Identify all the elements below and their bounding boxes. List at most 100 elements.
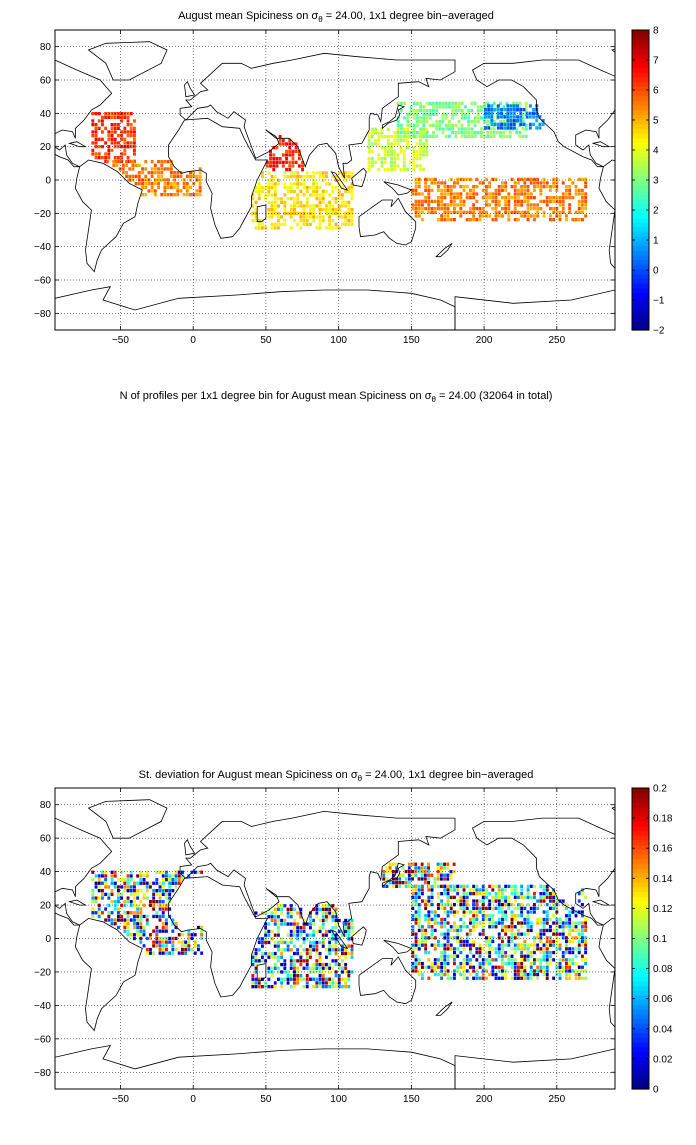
data-cell: [344, 922, 348, 926]
data-cell: [428, 109, 432, 113]
data-cell: [193, 944, 197, 948]
data-cell: [526, 954, 530, 958]
data-cell: [390, 142, 393, 146]
data-cell: [472, 903, 476, 907]
greenland-coastline: [611, 806, 615, 811]
data-cell: [465, 943, 469, 947]
data-cell: [446, 203, 450, 207]
data-cell: [462, 910, 466, 914]
data-cell: [286, 189, 290, 193]
y-tick-label: 40: [40, 867, 52, 878]
data-cell: [309, 911, 312, 915]
data-cell: [110, 870, 114, 874]
data-cell: [532, 111, 535, 115]
data-cell: [504, 188, 508, 192]
data-cell: [171, 878, 175, 882]
data-cell: [558, 947, 562, 951]
data-cell: [414, 185, 418, 189]
africa-coastline: [168, 117, 269, 239]
data-cell: [131, 160, 135, 164]
data-cell: [337, 974, 341, 978]
data-cell: [488, 196, 492, 200]
data-cell: [501, 965, 504, 969]
data-cell: [480, 127, 483, 131]
data-cell: [520, 199, 524, 203]
data-cell: [155, 881, 159, 885]
data-cell: [110, 918, 114, 922]
data-cell: [584, 969, 588, 973]
data-cell: [341, 970, 344, 974]
data-cell: [520, 185, 524, 189]
data-cell: [577, 203, 581, 207]
colorbar-tick-label: 1: [653, 236, 659, 247]
data-cell: [415, 164, 419, 168]
data-cell: [436, 866, 440, 870]
data-cell: [293, 189, 296, 193]
data-cell: [469, 972, 472, 977]
colorbar-segment: [632, 198, 649, 205]
data-cell: [424, 181, 428, 185]
colorbar-segment: [632, 1065, 649, 1071]
data-cell: [481, 910, 485, 914]
data-cell: [331, 904, 335, 908]
data-cell: [571, 969, 575, 973]
data-cell: [523, 177, 527, 181]
data-cell: [411, 877, 414, 881]
colorbar-segment: [632, 1009, 649, 1015]
data-cell: [315, 911, 319, 915]
data-cell: [417, 921, 421, 925]
data-cell: [129, 870, 133, 874]
data-cell: [491, 939, 495, 944]
data-cell: [417, 203, 421, 207]
data-cell: [341, 959, 344, 963]
data-cell: [257, 186, 261, 190]
data-cell: [432, 109, 435, 113]
data-cell: [91, 889, 95, 893]
data-cell: [449, 976, 453, 980]
colorbar-tick-label: 7: [653, 56, 659, 67]
data-cell: [174, 870, 178, 874]
data-cell: [430, 936, 434, 940]
data-cell: [462, 892, 466, 896]
north-america-coastline: [55, 59, 113, 168]
data-cell: [412, 127, 416, 131]
data-cell: [302, 918, 306, 923]
data-cell: [565, 976, 568, 980]
data-cell: [501, 892, 504, 896]
data-cell: [571, 906, 575, 911]
data-cell: [423, 869, 427, 874]
data-cell: [341, 186, 344, 190]
data-cell: [529, 921, 533, 925]
data-cell: [446, 958, 450, 962]
data-cell: [444, 134, 448, 138]
data-cell: [436, 869, 440, 874]
data-cell: [161, 885, 165, 889]
data-cell: [334, 200, 338, 204]
data-cell: [173, 182, 176, 186]
data-cell: [574, 976, 578, 980]
data-cell: [275, 146, 279, 150]
data-cell: [321, 966, 325, 970]
data-cell: [141, 167, 144, 171]
data-cell: [417, 969, 421, 973]
data-cell: [270, 222, 274, 226]
data-cell: [459, 177, 463, 181]
x-tick-label: 0: [190, 1094, 196, 1105]
data-cell: [254, 951, 258, 956]
north-america-coastline: [471, 59, 615, 168]
data-cell: [430, 181, 434, 185]
data-cell: [443, 947, 447, 951]
data-cell: [568, 965, 572, 969]
data-cell: [113, 881, 117, 885]
data-cell: [533, 196, 536, 200]
data-cell: [177, 940, 181, 944]
data-cell: [142, 892, 146, 897]
data-cell: [374, 127, 377, 131]
data-cell: [427, 910, 431, 914]
data-cell: [270, 186, 274, 190]
colorbar-segment: [632, 133, 649, 139]
data-cell: [478, 965, 482, 969]
data-cell: [558, 932, 562, 936]
data-cell: [472, 914, 476, 918]
data-cell: [422, 131, 425, 135]
